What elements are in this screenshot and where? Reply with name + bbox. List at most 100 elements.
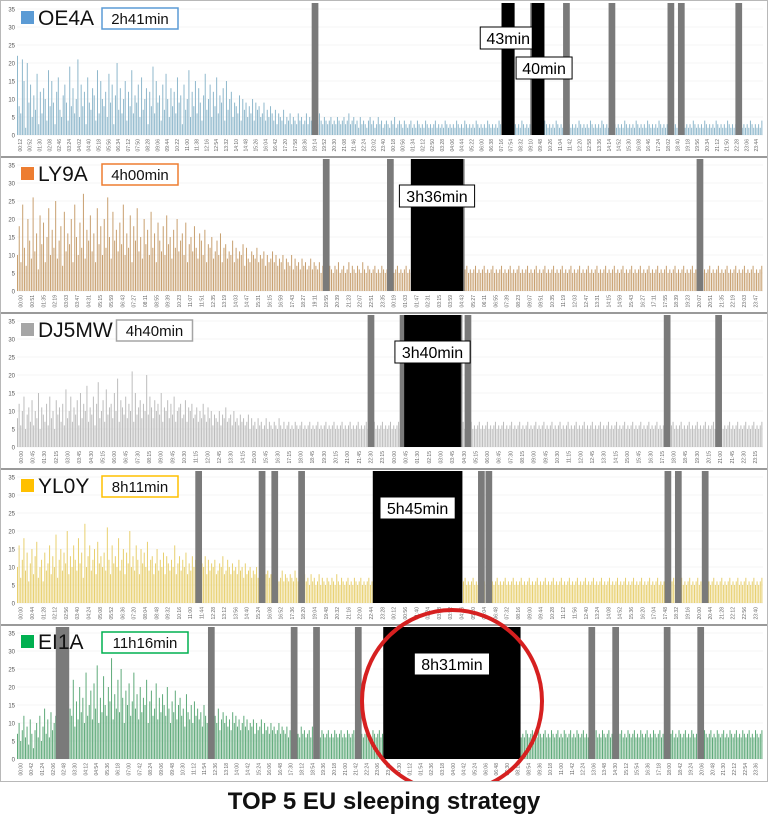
- x-tick-label: 04:12: [83, 763, 89, 776]
- data-bar: [18, 106, 20, 135]
- data-bar: [256, 109, 258, 135]
- data-bar: [162, 226, 164, 291]
- data-bar: [362, 262, 364, 291]
- data-bar: [200, 712, 202, 759]
- data-bar: [152, 715, 154, 759]
- offline-gap-bar: [696, 159, 704, 291]
- data-bar: [144, 411, 146, 447]
- figure-caption: TOP 5 EU sleeping strategy: [227, 788, 541, 815]
- data-bar: [285, 258, 287, 291]
- data-bar: [723, 124, 725, 135]
- x-tick-label: 18:02: [666, 139, 672, 152]
- data-bar: [546, 737, 548, 759]
- data-bar: [518, 124, 520, 135]
- data-bar: [619, 273, 621, 291]
- data-bar: [33, 574, 35, 603]
- data-bar: [552, 733, 554, 759]
- x-tick-label: 06:11: [482, 295, 488, 307]
- data-bar: [227, 559, 229, 603]
- data-bar: [394, 429, 396, 447]
- data-bar: [278, 113, 280, 135]
- offline-gap-bar: [697, 627, 705, 759]
- data-bar: [145, 244, 147, 291]
- x-tick-label: 00:45: [403, 451, 409, 464]
- data-bar: [360, 425, 362, 447]
- data-bar: [31, 733, 33, 759]
- data-bar: [636, 273, 638, 291]
- data-bar: [252, 570, 254, 603]
- data-bar: [753, 127, 755, 135]
- data-bar: [138, 407, 140, 447]
- y-tick-label: 25: [8, 200, 15, 206]
- data-bar: [615, 273, 617, 291]
- data-bar: [746, 429, 748, 447]
- data-bar: [81, 247, 83, 291]
- data-bar: [524, 127, 526, 135]
- data-bar: [624, 120, 626, 135]
- x-tick-label: 10:30: [181, 763, 187, 776]
- data-bar: [689, 577, 691, 603]
- data-bar: [660, 581, 662, 603]
- data-bar: [375, 429, 377, 447]
- data-bar: [751, 425, 753, 447]
- data-bar: [230, 730, 232, 759]
- data-bar: [244, 726, 246, 759]
- data-bar: [381, 120, 383, 135]
- data-bar: [585, 127, 587, 135]
- data-bar: [719, 273, 721, 291]
- x-tick-label: 00:30: [397, 763, 403, 776]
- data-bar: [717, 265, 719, 291]
- data-bar: [475, 429, 477, 447]
- data-bar: [667, 273, 669, 291]
- offline-gap-bar: [207, 627, 215, 759]
- data-bar: [574, 425, 576, 447]
- data-bar: [114, 240, 116, 291]
- data-bar: [305, 113, 307, 135]
- data-bar: [281, 120, 283, 135]
- data-bar: [63, 552, 65, 603]
- data-bar: [751, 733, 753, 759]
- data-bar: [180, 403, 182, 447]
- data-bar: [104, 705, 106, 759]
- data-bar: [513, 269, 515, 291]
- data-bar: [552, 577, 554, 603]
- x-tick-label: 23:15: [380, 451, 386, 464]
- data-bar: [206, 109, 208, 135]
- data-bar: [296, 124, 298, 135]
- data-bar: [490, 269, 492, 291]
- data-bar: [212, 91, 214, 135]
- data-bar: [675, 733, 677, 759]
- data-bar: [281, 429, 283, 447]
- data-bar: [307, 577, 309, 603]
- sleep-duration-label: 40min: [522, 61, 566, 78]
- data-bar: [560, 733, 562, 759]
- data-bar: [579, 265, 581, 291]
- data-bar: [466, 265, 468, 291]
- data-bar: [589, 585, 591, 603]
- data-bar: [155, 262, 157, 291]
- data-bar: [136, 102, 138, 135]
- data-bar: [645, 585, 647, 603]
- data-bar: [596, 581, 598, 603]
- x-tick-label: 11:04: [558, 139, 564, 151]
- data-bar: [544, 120, 546, 135]
- data-bar: [191, 403, 193, 447]
- x-tick-label: 06:00: [479, 139, 485, 152]
- data-bar: [247, 117, 249, 135]
- data-bar: [756, 269, 758, 291]
- x-tick-label: 04:06: [450, 139, 456, 152]
- data-bar: [236, 418, 238, 447]
- x-tick-label: 09:07: [527, 295, 533, 308]
- data-bar: [291, 255, 293, 291]
- data-bar: [669, 269, 671, 291]
- data-bar: [214, 715, 216, 759]
- data-bar: [499, 269, 501, 291]
- data-bar: [233, 262, 235, 291]
- x-tick-label: 17:20: [283, 139, 289, 152]
- data-bar: [529, 124, 531, 135]
- data-bar: [190, 705, 192, 759]
- data-bar: [598, 733, 600, 759]
- data-bar: [752, 265, 754, 291]
- data-bar: [289, 265, 291, 291]
- data-bar: [234, 421, 236, 447]
